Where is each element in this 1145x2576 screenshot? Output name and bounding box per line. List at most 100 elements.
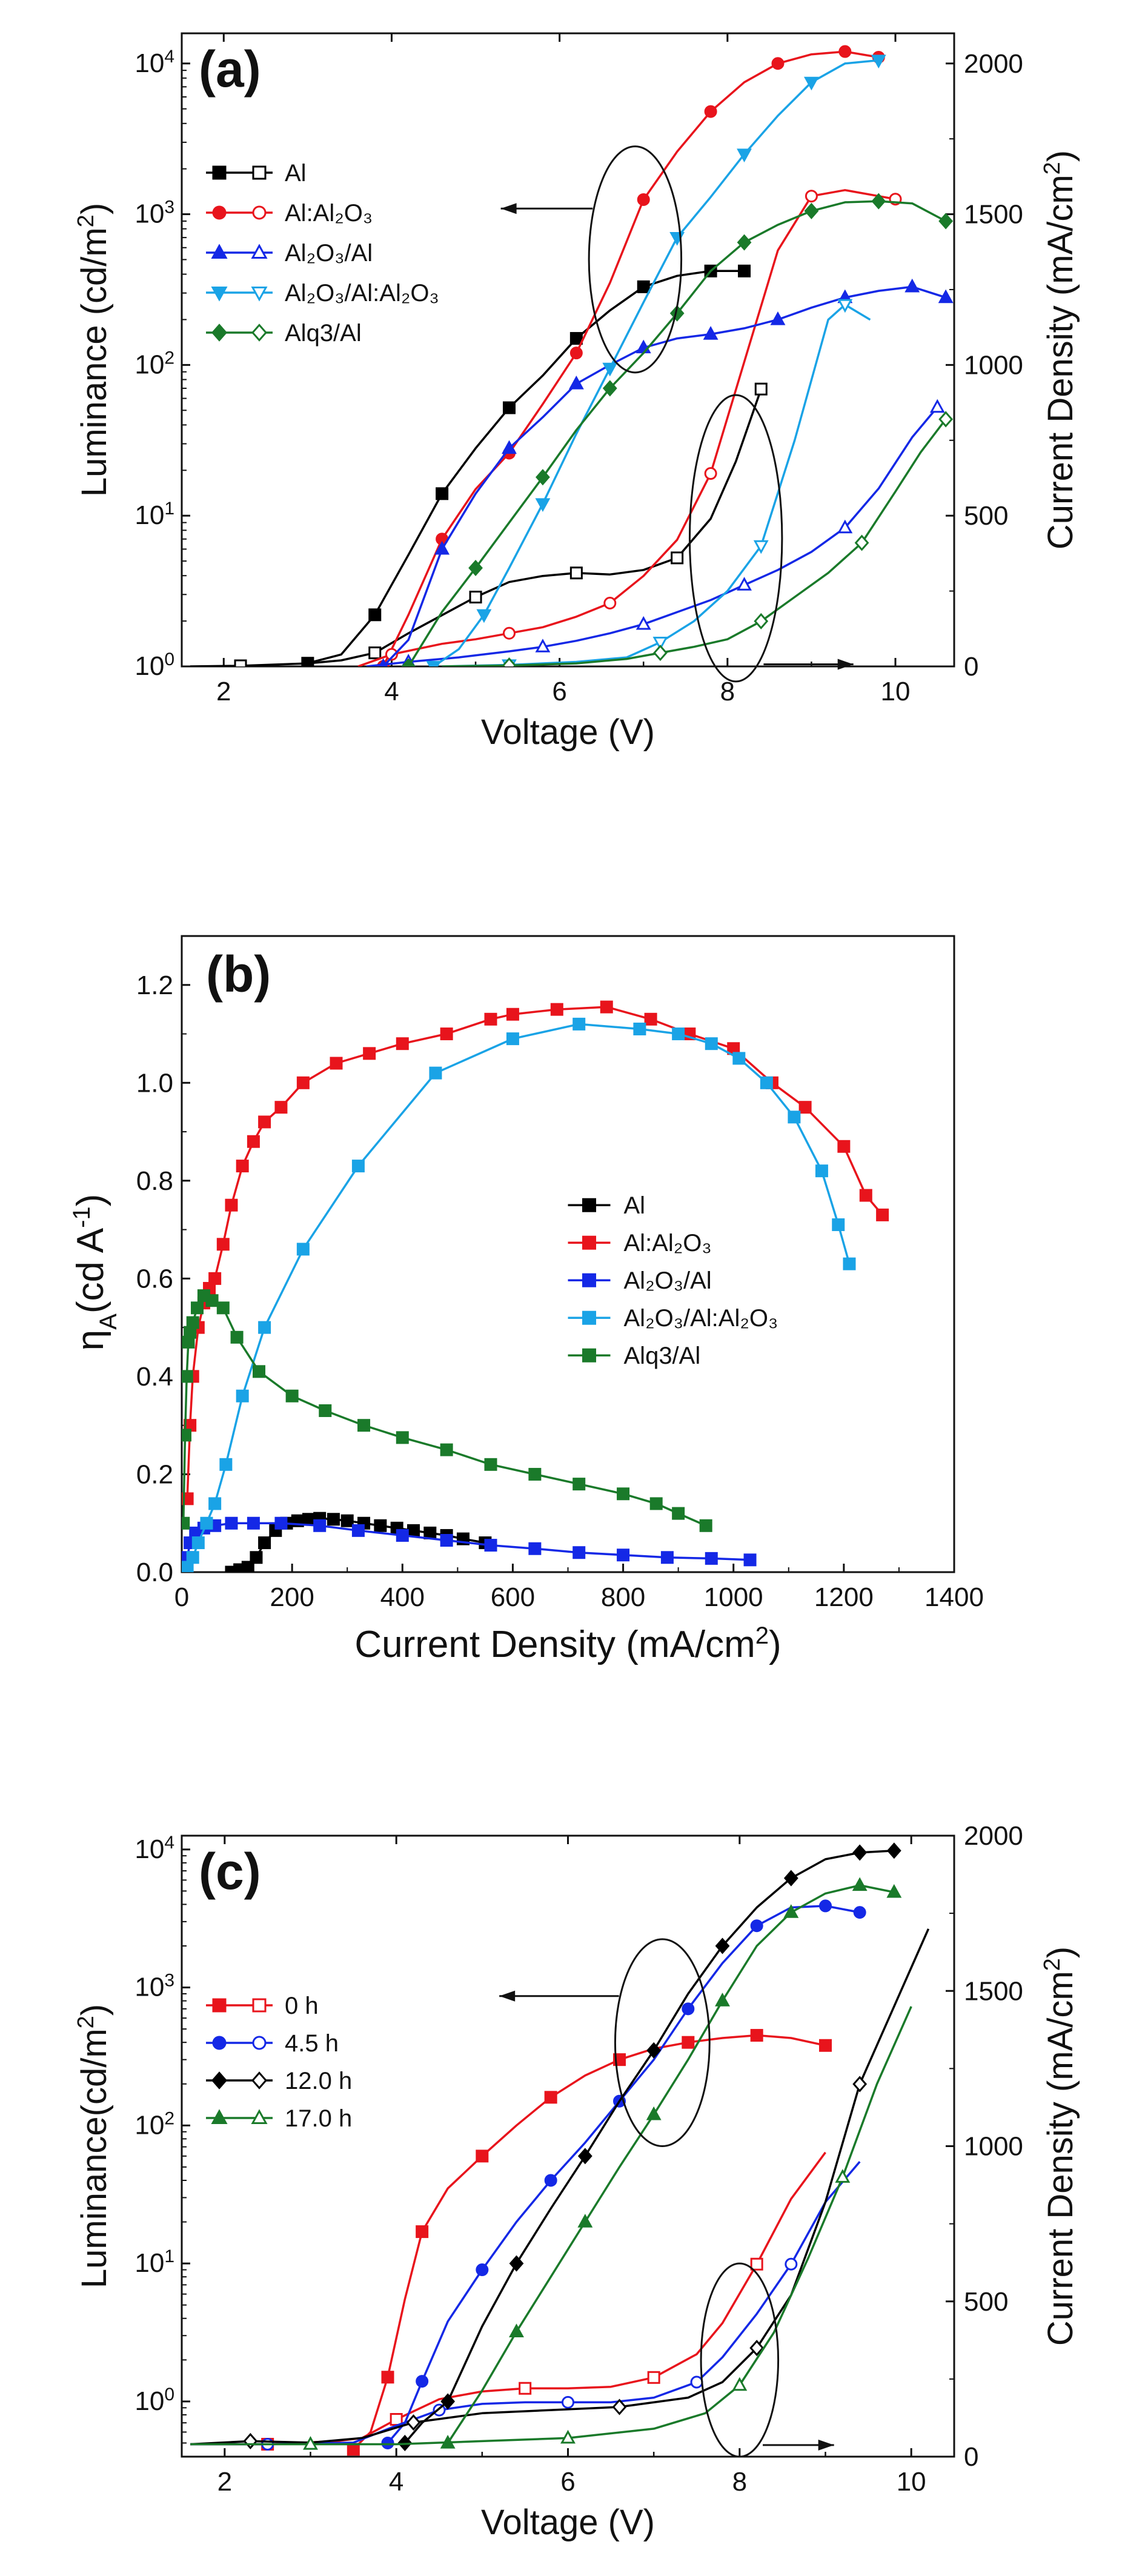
efficiency-point (191, 1301, 204, 1315)
y2-axis-title: Current Density (mA/cm2) (1040, 1947, 1080, 2346)
tick-base: 10 (134, 199, 164, 229)
luminance-line-1 (387, 1905, 860, 2444)
current-density-point (560, 2429, 576, 2444)
x-tick-label: 1400 (924, 1582, 984, 1612)
legend-label: Al:Al₂O₃ (285, 200, 373, 227)
current-density-point (805, 190, 818, 203)
legend-item: Al:Al₂O₃ (206, 200, 373, 227)
luminance-point (577, 2148, 592, 2165)
legend-marker (582, 1348, 596, 1363)
luminance-point (568, 376, 584, 390)
efficiency-point (374, 1519, 387, 1532)
efficiency-point (351, 1524, 365, 1537)
label-part: A (95, 1313, 122, 1330)
legend-label: Al₂O₃/Al (285, 240, 373, 267)
legend-label: Al₂O₃/Al:Al₂O₃ (285, 280, 439, 307)
label-part: ) (70, 1194, 111, 1207)
legend-item: Al (206, 160, 307, 187)
y-tick-label: 101 (134, 2246, 174, 2279)
panel-b: 0 200 400 600 800 1000 1200 1400 0.0 0.2 0.4 0.6 0.8… (68, 935, 984, 1665)
annotation-ellipse (588, 145, 683, 374)
current-density-point (732, 2377, 748, 2391)
luminance-point (436, 487, 449, 500)
luminance-point (569, 332, 583, 345)
legend-marker-filled (211, 2109, 228, 2124)
efficiency-point (572, 1478, 586, 1491)
luminance-point (803, 76, 819, 91)
annotation-arrow-head (837, 659, 854, 670)
luminance-point (416, 2225, 429, 2239)
y-tick-label: 100 (134, 2384, 174, 2416)
efficiency-point (600, 1000, 613, 1014)
legend-label: 17.0 h (285, 2105, 352, 2132)
y-tick-label: 104 (134, 46, 174, 78)
efficiency-point (843, 1257, 856, 1270)
panel-label: (c) (199, 1843, 261, 1900)
efficiency-point (633, 1022, 646, 1035)
efficiency-point (837, 1140, 851, 1153)
luminance-point (502, 401, 516, 414)
tick-exp: 4 (164, 1832, 174, 1852)
current-density-point (652, 637, 668, 651)
efficiency-point (186, 1551, 199, 1564)
efficiency-point (876, 1208, 889, 1221)
efficiency-point (241, 1561, 254, 1572)
current-density-point (690, 2375, 703, 2389)
efficiency-point (732, 1052, 746, 1065)
x-tick-label: 800 (601, 1582, 645, 1612)
efficiency-point (798, 1101, 812, 1114)
tick-exp: 1 (164, 499, 174, 519)
luminance-point (637, 280, 650, 293)
tick-base: 10 (134, 2110, 164, 2140)
efficiency-point (743, 1553, 757, 1567)
luminance-point (770, 311, 786, 325)
current-density-point (835, 2169, 851, 2183)
x-axis-title: Current Density (mA/cm2) (354, 1622, 781, 1665)
luminance-point (737, 234, 752, 251)
current-density-point (519, 2382, 532, 2395)
annotation-ellipse (700, 2262, 780, 2458)
series-layer (182, 1000, 889, 1572)
legend-marker-filled (212, 205, 227, 220)
luminance-line-3 (446, 1884, 895, 2444)
current-density-point (749, 2340, 765, 2357)
current-density-point (653, 645, 668, 662)
luminance-point (646, 2042, 662, 2059)
luminance-point (703, 326, 719, 340)
luminance-line-4 (407, 200, 946, 666)
current-density-point (737, 577, 752, 591)
luminance-point (509, 2255, 524, 2272)
efficiency-point (182, 1516, 190, 1530)
legend-label: 4.5 h (285, 2030, 339, 2057)
tick-base: 10 (134, 1973, 164, 2002)
tick-exp: 2 (164, 2108, 174, 2128)
efficiency-point (191, 1536, 205, 1550)
y2-axis-title: Current Density (mA/cm2) (1040, 150, 1080, 549)
current-density-point (785, 2257, 798, 2271)
efficiency-point (253, 1365, 265, 1378)
luminance-point (715, 1993, 730, 2007)
efficiency-point (219, 1458, 233, 1471)
current-density-point (406, 2414, 421, 2431)
efficiency-point (572, 1017, 586, 1031)
legend-label: Alq3/Al (624, 1343, 701, 1369)
luminance-point (783, 1870, 798, 1887)
label-part: η (70, 1330, 111, 1350)
efficiency-point (440, 1534, 453, 1547)
luminance-point (852, 1877, 868, 1891)
luminance-point (476, 2149, 489, 2163)
x-tick-label: 2 (217, 2467, 232, 2497)
current-density-point (854, 534, 869, 551)
luminance-point (750, 1919, 763, 1933)
label-part: 2 (73, 2016, 99, 2028)
legend-marker-open (251, 324, 267, 342)
legend-marker-filled (212, 2036, 227, 2050)
efficiency-point (216, 1238, 230, 1251)
legend-label: Alq3/Al (285, 320, 362, 347)
legend-marker-open (251, 2071, 267, 2090)
luminance-line-1 (382, 50, 879, 666)
tick-base: 10 (134, 2386, 164, 2416)
efficiency-point (296, 1243, 310, 1256)
legend-label: Al₂O₃/Al:Al₂O₃ (624, 1305, 778, 1332)
luminance-point (602, 362, 618, 377)
